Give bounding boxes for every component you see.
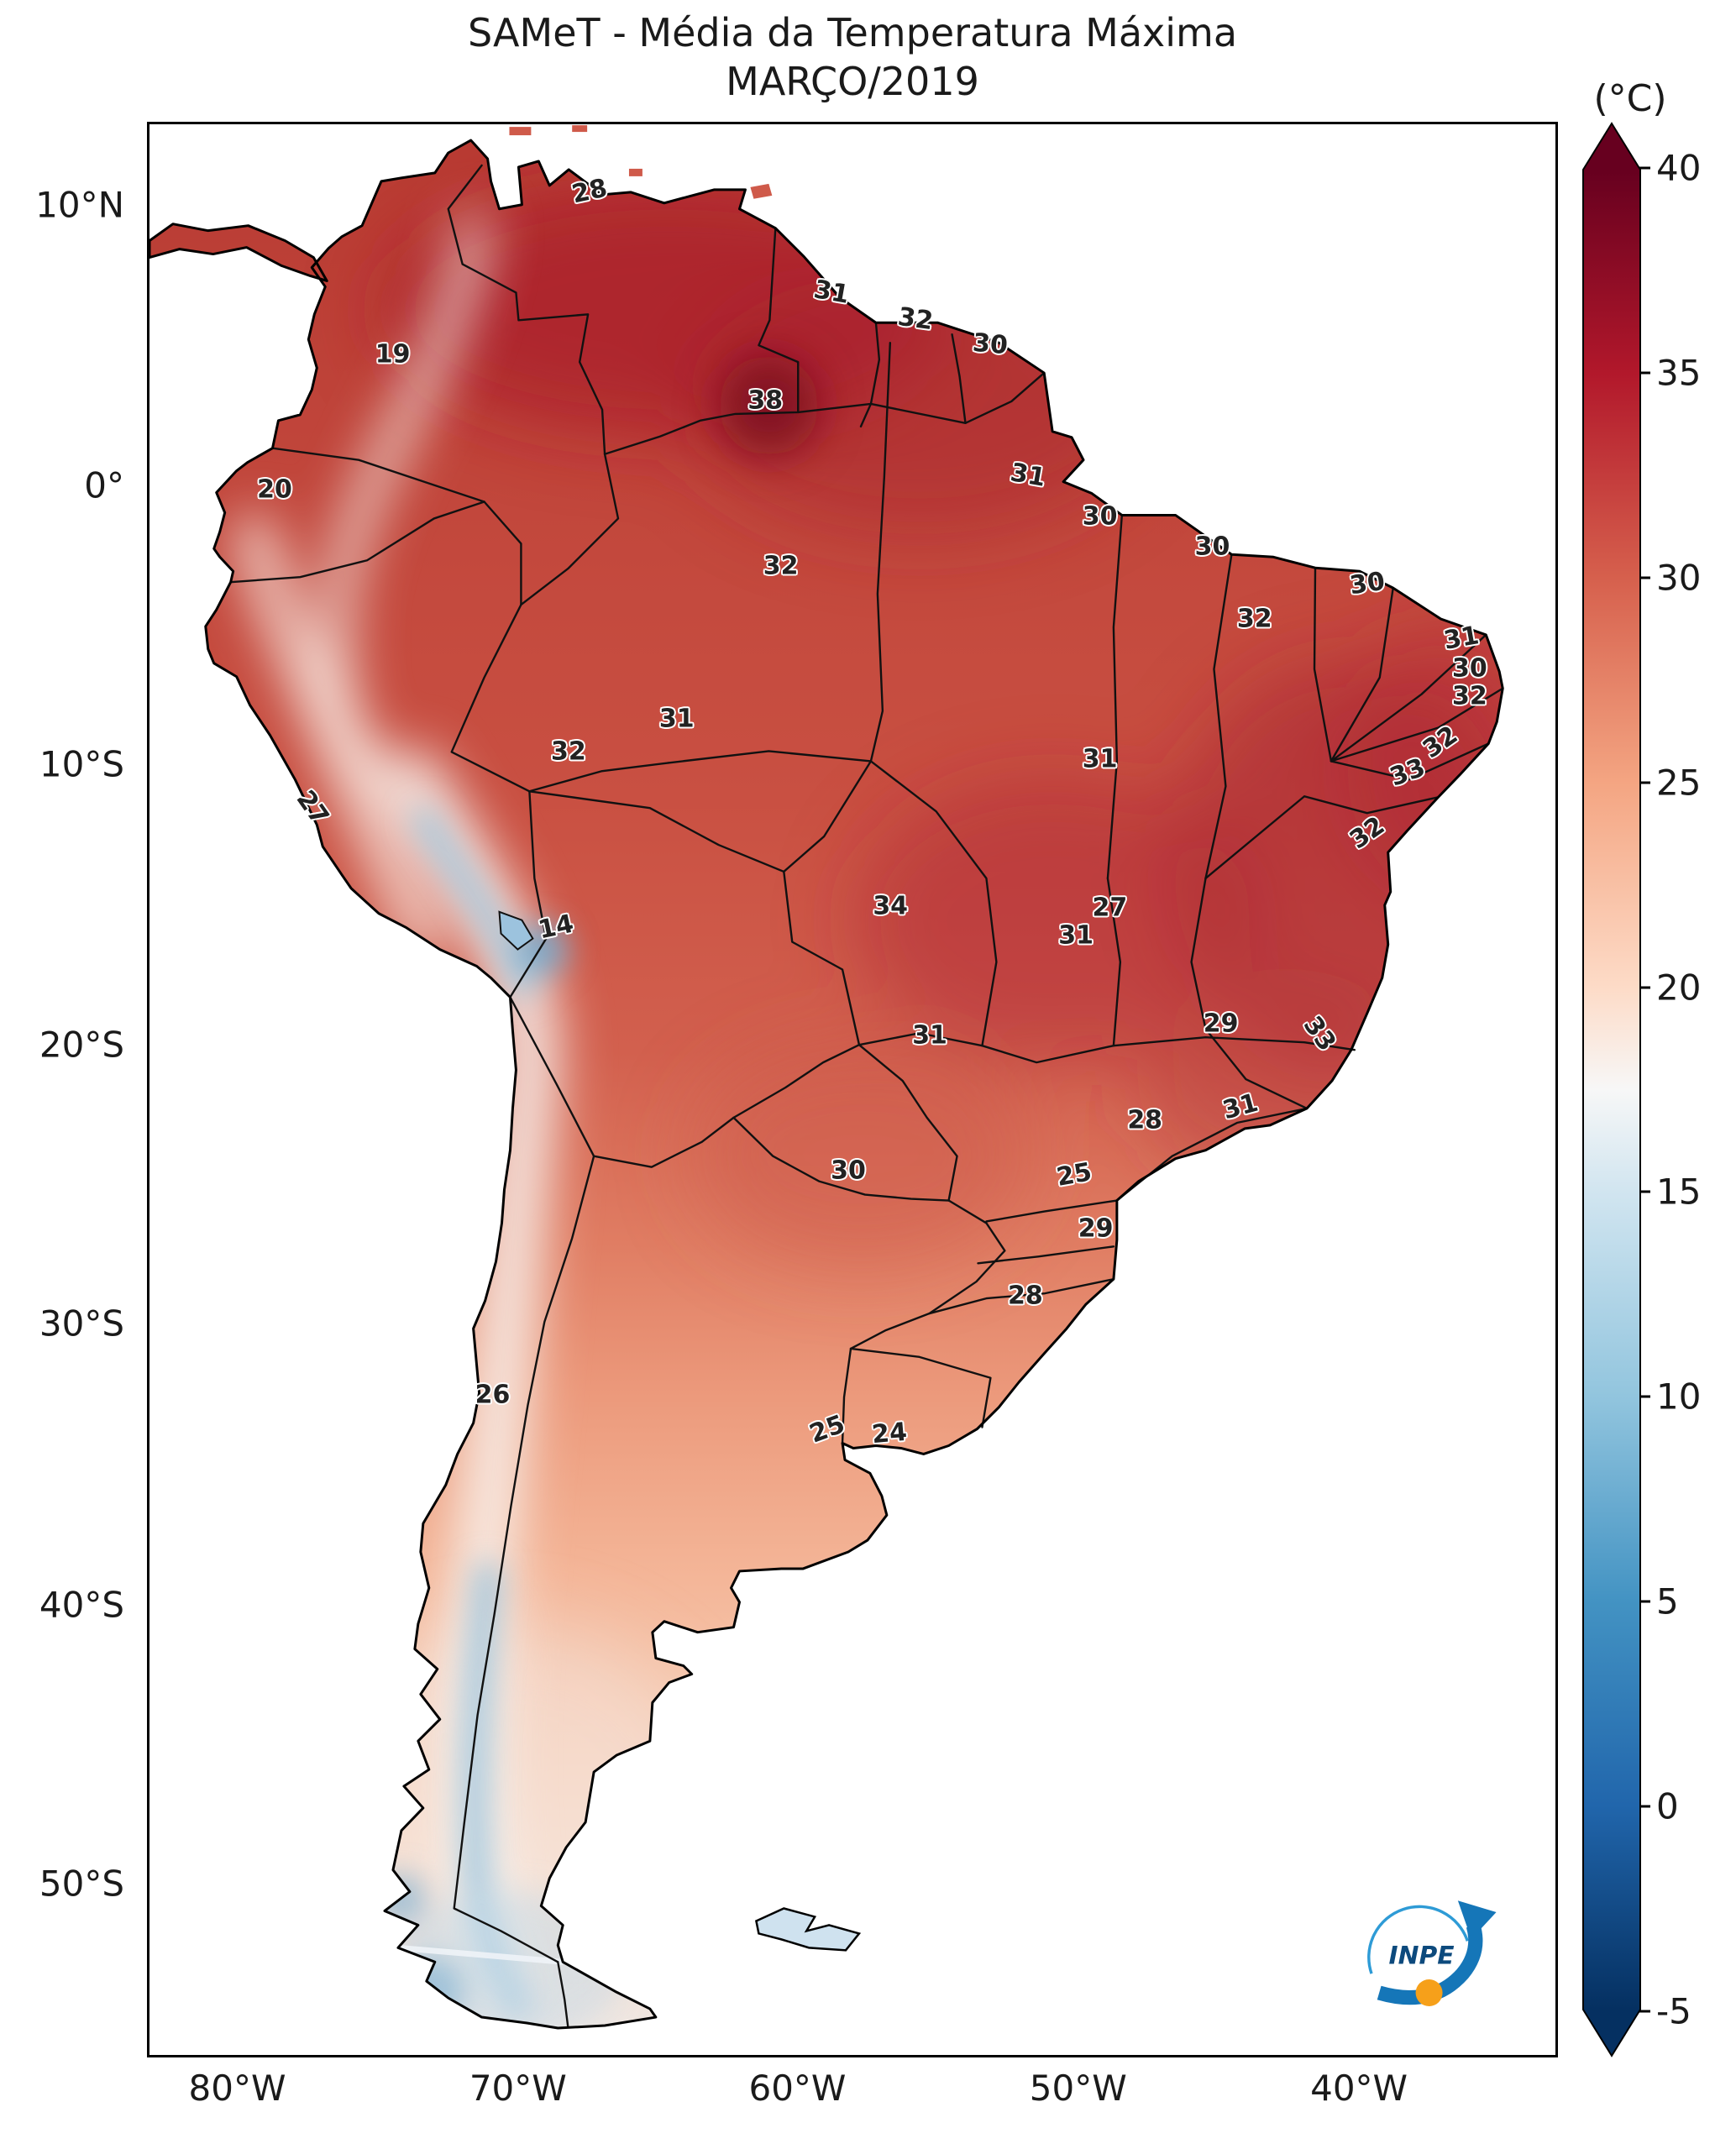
lat-axis: 10°N 0° 10°S 20°S 30°S 40°S 50°S (0, 122, 136, 2057)
inpe-logo-arrowhead (1457, 1900, 1497, 1939)
inpe-logo: INPE (1367, 1900, 1497, 2006)
colorbar (1582, 122, 1641, 2057)
colorbar-tick: 0 (1639, 1785, 1679, 1827)
colorbar-tick: 35 (1639, 353, 1701, 394)
inpe-logo-ring (1367, 1905, 1469, 1974)
colorbar-tick-mark (1639, 1600, 1650, 1603)
colorbar-tick-mark (1639, 371, 1650, 375)
colorbar-tick-label: 20 (1656, 967, 1702, 1009)
colorbar-tick-label: 35 (1656, 352, 1702, 394)
lat-tick-label: 30°S (39, 1303, 124, 1344)
lat-tick-label: 0° (84, 464, 124, 506)
inpe-logo-orange-dot (1415, 1979, 1443, 2006)
map-plot-area: 28 31 32 30 19 38 31 20 30 30 32 30 32 31 30 32 31 32 32 33… (147, 122, 1558, 2057)
inpe-logo-arrow (1377, 1923, 1483, 2005)
south-america-map (149, 125, 1504, 2030)
lon-tick-label: 70°W (469, 2068, 567, 2109)
colorbar-tick: 30 (1639, 558, 1701, 599)
colorbar-tick-mark (1639, 1395, 1650, 1398)
temperature-field (149, 140, 1503, 2028)
colorbar-tick-mark (1639, 1190, 1650, 1193)
figure-title: SAMeT - Média da Temperatura Máxima (467, 10, 1238, 55)
lon-tick-label: 50°W (1029, 2068, 1127, 2109)
colorbar-tick-label: 15 (1656, 1171, 1702, 1213)
colorbar-tick-label: 30 (1656, 557, 1702, 599)
strait-of-magellan (397, 1944, 564, 1965)
caribbean-islands (509, 125, 773, 199)
colorbar-tick-mark (1639, 166, 1650, 170)
falkland-islands (754, 1907, 862, 1952)
colorbar-tick: 5 (1639, 1580, 1679, 1622)
colorbar-gradient (1582, 122, 1641, 2057)
colorbar-tick-label: 25 (1656, 762, 1702, 804)
colorbar-tick-mark (1639, 986, 1650, 989)
colorbar-tick: 15 (1639, 1171, 1701, 1213)
colorbar-tick-label: -5 (1656, 1990, 1691, 2032)
colorbar-ticks: 40 35 30 25 20 15 10 5 0 -5 (1582, 122, 1733, 2057)
lon-tick-label: 60°W (748, 2068, 847, 2109)
lat-tick-label: 40°S (39, 1584, 124, 1626)
colorbar-tick-mark (1639, 576, 1650, 579)
colorbar-unit-label: (°C) (1593, 77, 1667, 120)
colorbar-tick: 40 (1639, 148, 1701, 189)
colorbar-tick-label: 0 (1656, 1785, 1679, 1827)
figure-subtitle: MARÇO/2019 (726, 59, 979, 104)
colorbar-tick-mark (1639, 2010, 1650, 2013)
colorbar-tick: 20 (1639, 967, 1701, 1008)
lat-tick-label: 20°S (39, 1024, 124, 1066)
colorbar-tick-label: 40 (1656, 147, 1702, 189)
lat-tick-label: 10°S (39, 743, 124, 785)
coastline (149, 139, 1504, 2030)
lake-titicaca (498, 910, 534, 951)
colorbar-tick-label: 5 (1656, 1580, 1679, 1622)
colorbar-tick: 10 (1639, 1376, 1701, 1418)
lon-tick-label: 40°W (1310, 2068, 1408, 2109)
colorbar-tick: 25 (1639, 762, 1701, 803)
lon-axis: 80°W 70°W 60°W 50°W 40°W (147, 2068, 1558, 2126)
lon-tick-label: 80°W (188, 2068, 286, 2109)
colorbar-tick-mark (1639, 781, 1650, 784)
colorbar-tick-mark (1639, 1805, 1650, 1808)
colorbar-tick-label: 10 (1656, 1376, 1702, 1418)
inpe-logo-text: INPE (1389, 1942, 1455, 1971)
lat-tick-label: 10°N (35, 184, 124, 226)
lat-tick-label: 50°S (39, 1863, 124, 1905)
colorbar-tick: -5 (1639, 1990, 1691, 2031)
